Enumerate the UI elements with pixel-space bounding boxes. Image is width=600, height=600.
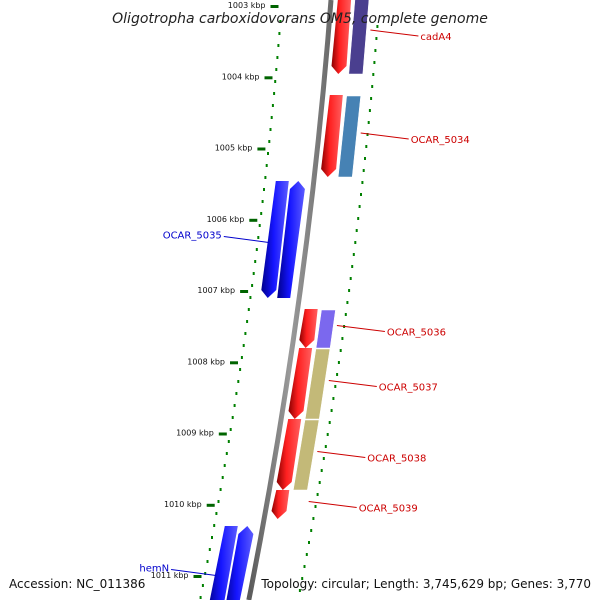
gene-cada4-arrow[interactable] [331, 0, 352, 74]
tick-mark [249, 218, 258, 222]
tick-mark [193, 575, 202, 578]
gene-ocar-5037-leader [328, 380, 377, 387]
tick-mark [240, 290, 249, 293]
tick-label: 1004 kbp [222, 72, 260, 81]
gene-ocar-5036-arrow[interactable] [299, 309, 318, 348]
tick-label: 1011 kbp [151, 571, 189, 580]
gene-ocar-5034-cog-box[interactable] [337, 95, 361, 178]
gene-label-ocar-5034[interactable]: OCAR_5034 [411, 135, 470, 146]
gene-ocar-5038-cog-box[interactable] [293, 419, 320, 491]
gene-label-ocar-5038[interactable]: OCAR_5038 [367, 454, 426, 465]
genome-title: Oligotropha carboxidovorans OM5, complet… [112, 11, 488, 27]
genome-backbone [246, 0, 334, 600]
tick-mark [230, 361, 238, 365]
tick-label: 1009 kbp [176, 429, 214, 438]
tick-label: 1010 kbp [164, 500, 202, 509]
gene-label-hemn[interactable]: hemN [139, 564, 169, 575]
gene-ocar-5036-leader [336, 325, 385, 332]
gene-ocar-5039-leader [308, 501, 357, 508]
gene-ocar-5039-arrow[interactable] [271, 490, 290, 519]
gene-label-ocar-5039[interactable]: OCAR_5039 [359, 504, 418, 515]
accession-text: Accession: NC_011386 [9, 577, 146, 591]
gene-ocar-5037-cog-box[interactable] [304, 348, 331, 420]
gene-ocar-5035-arrow-a[interactable] [261, 181, 289, 298]
gene-cada4-cog-box[interactable] [348, 0, 370, 75]
gene-label-cada4[interactable]: cadA4 [420, 32, 451, 43]
gc-track-dots [199, 20, 379, 599]
gene-ocar-5038-arrow[interactable] [276, 419, 302, 490]
gene-ocar-5038-leader [317, 451, 366, 458]
tick-mark [270, 5, 279, 8]
gene-hemn-leader [171, 569, 217, 576]
tick-label: 1003 kbp [228, 1, 266, 10]
gene-ocar-5037-arrow[interactable] [288, 348, 313, 419]
tick-mark [206, 503, 215, 507]
gene-cada4-leader [370, 29, 419, 37]
gene-ocar-5034-leader [360, 132, 409, 140]
gene-ocar-5036-cog-box[interactable] [315, 309, 336, 349]
gene-label-ocar-5036[interactable]: OCAR_5036 [387, 328, 446, 339]
tick-label: 1005 kbp [215, 144, 253, 153]
gene-ocar-5035-leader [223, 236, 269, 243]
gene-ocar-5034-arrow[interactable] [321, 95, 343, 177]
gene-label-ocar-5037[interactable]: OCAR_5037 [379, 383, 438, 394]
topology-text: Topology: circular; Length: 3,745,629 bp… [261, 577, 591, 591]
gene-hemn-arrow-b[interactable] [223, 526, 254, 600]
gene-label-ocar-5035[interactable]: OCAR_5035 [163, 231, 222, 242]
tick-label: 1006 kbp [207, 215, 245, 224]
tick-mark [257, 147, 266, 151]
tick-label: 1008 kbp [187, 357, 225, 366]
gene-ocar-5035-arrow-b[interactable] [277, 181, 305, 298]
tick-mark [264, 76, 273, 80]
tick-label: 1007 kbp [197, 286, 235, 295]
tick-mark [218, 432, 227, 436]
gene-hemn-arrow-a[interactable] [208, 526, 238, 600]
